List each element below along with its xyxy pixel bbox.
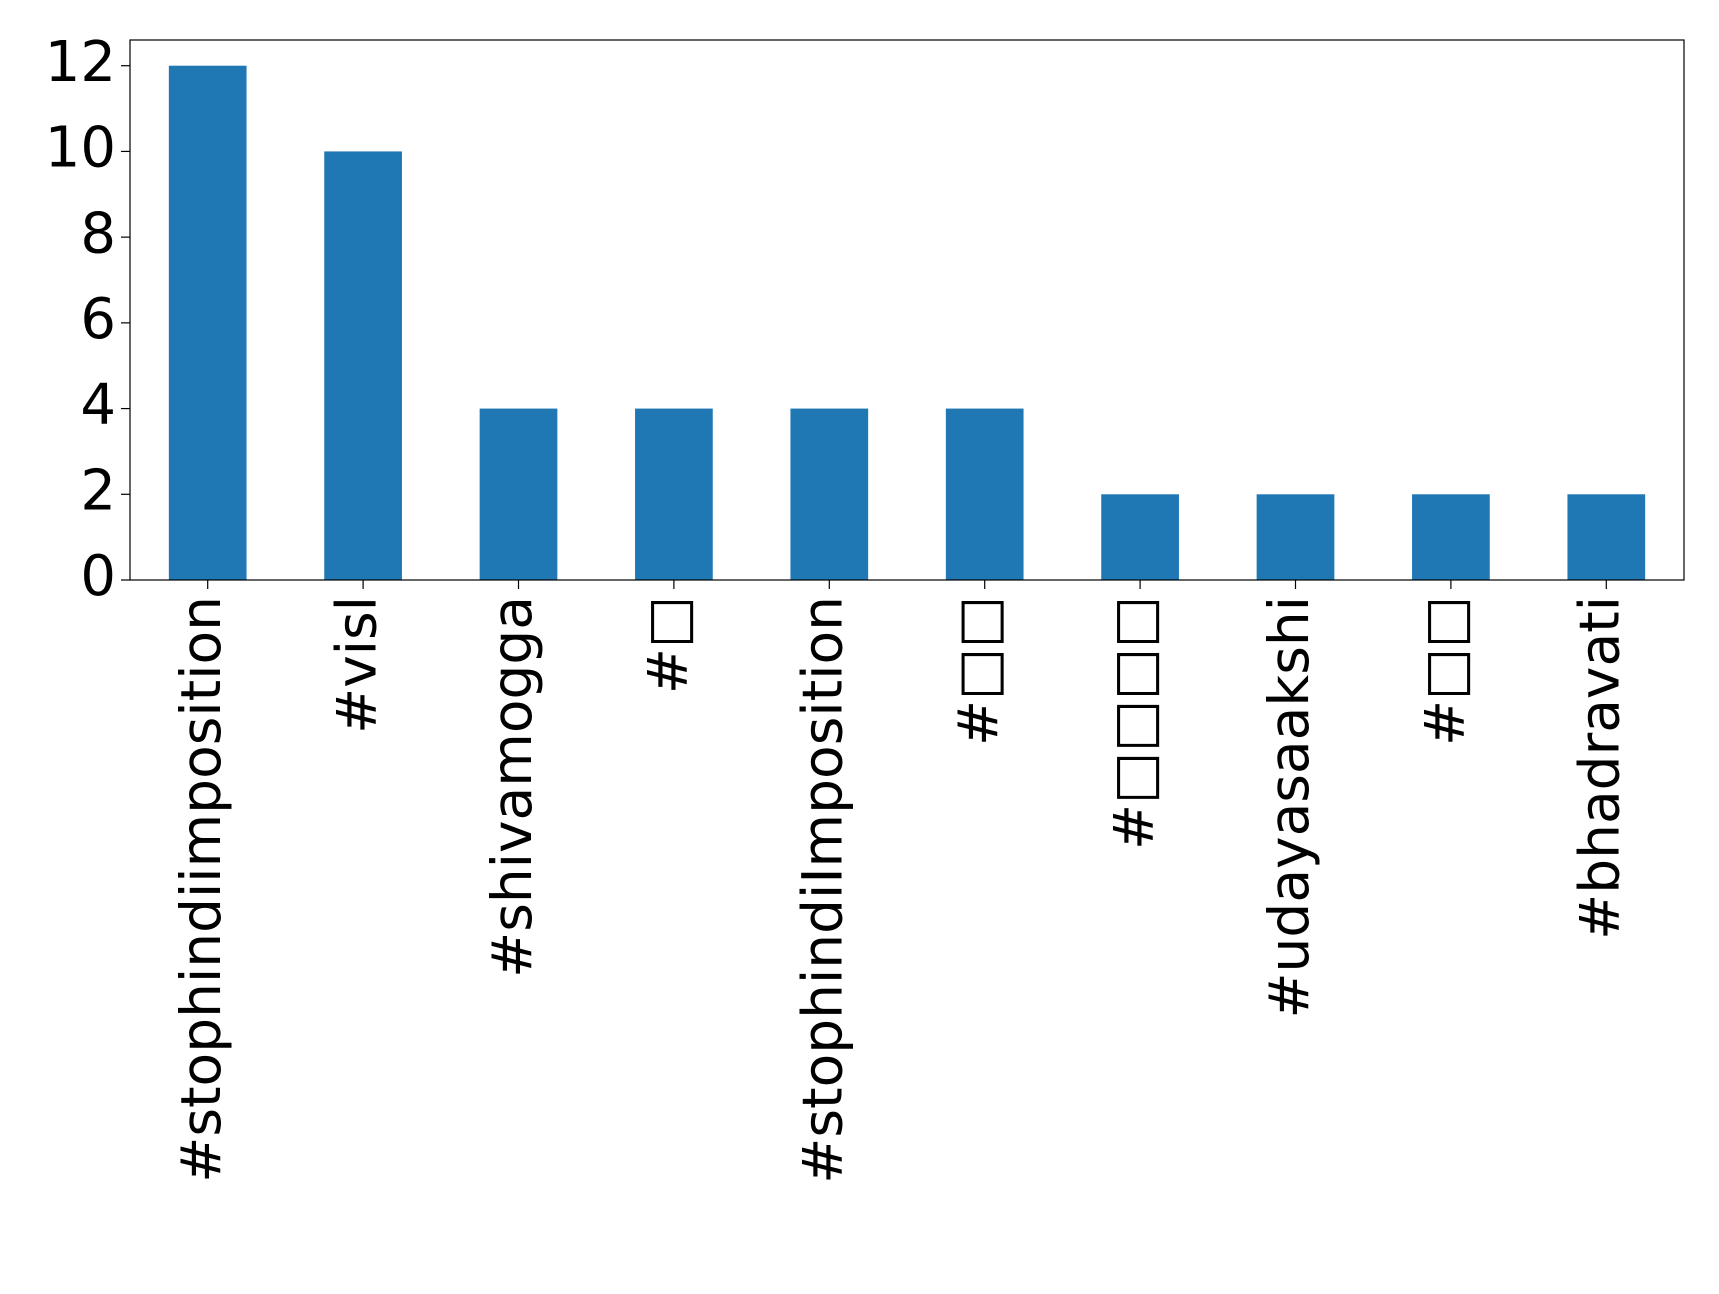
x-tick-label: #□	[635, 596, 699, 694]
y-tick-label: 2	[80, 458, 116, 523]
x-tick-label: #shivamogga	[480, 596, 544, 978]
y-tick-label: 4	[80, 373, 116, 438]
x-tick-label: #udayasaakshi	[1257, 596, 1321, 1019]
plot-frame	[129, 39, 1685, 581]
bar	[1567, 494, 1646, 580]
bar	[479, 408, 558, 580]
x-tick-label: #stophindiimposition	[169, 596, 233, 1183]
x-tick-label: #□□	[1412, 596, 1476, 746]
bar	[945, 408, 1024, 580]
y-tick-label: 0	[80, 544, 116, 609]
x-tick-label: #stophindiImposition	[791, 596, 855, 1184]
bar	[168, 65, 247, 580]
y-tick-label: 12	[45, 30, 116, 95]
bar	[1256, 494, 1335, 580]
x-tick-label: #bhadravati	[1568, 596, 1632, 940]
bar	[324, 151, 402, 580]
x-tick-label: #□□□□	[1101, 596, 1165, 850]
y-tick-label: 6	[80, 287, 116, 352]
y-tick-label: 8	[80, 201, 116, 266]
bar	[1412, 494, 1490, 580]
y-tick-label: 10	[45, 116, 116, 181]
bar	[635, 408, 713, 580]
bar	[790, 408, 869, 580]
x-tick-label: #visl	[324, 596, 388, 734]
bar	[1101, 494, 1179, 580]
x-tick-label: #□□	[946, 596, 1010, 746]
